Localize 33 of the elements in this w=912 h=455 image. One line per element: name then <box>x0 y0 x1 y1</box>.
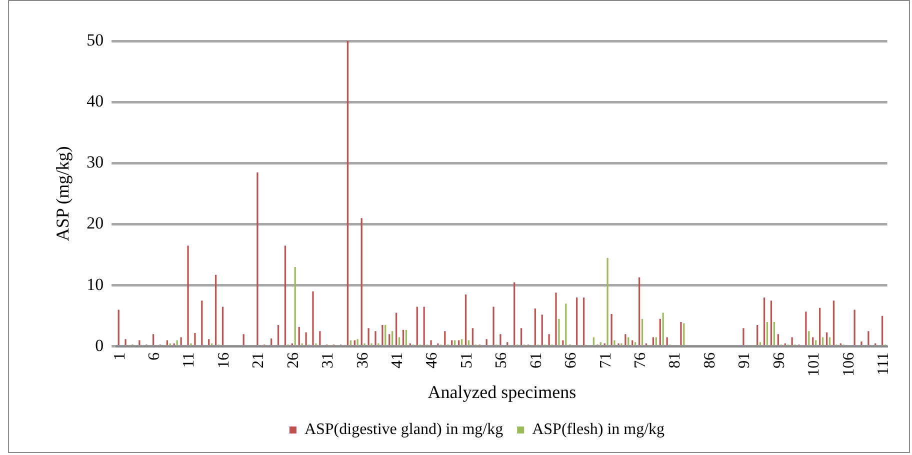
x-tick-label: 96 <box>770 352 788 368</box>
x-tick-label: 86 <box>701 352 718 368</box>
y-tick-label: 20 <box>86 214 104 233</box>
y-tick-label: 10 <box>86 274 104 294</box>
x-tick-label: 31 <box>320 352 337 368</box>
x-tick-label: 6 <box>146 352 163 360</box>
x-tick-label: 46 <box>424 352 441 368</box>
x-tick-label: 81 <box>666 352 684 368</box>
x-tick-label: 66 <box>562 352 580 368</box>
x-tick-label: 76 <box>632 352 649 368</box>
x-tick-label: 61 <box>528 352 545 368</box>
y-axis-title: ASP (mg/kg) <box>52 146 73 242</box>
y-tick-label: 30 <box>86 152 104 172</box>
x-tick-label: 51 <box>458 352 476 368</box>
x-tick-label: 101 <box>806 352 823 376</box>
x-axis-title: Analyzed specimens <box>428 382 576 402</box>
legend-label: ASP(flesh) in mg/kg <box>532 421 665 438</box>
x-tick-label: 71 <box>597 352 614 368</box>
y-tick-label: 0 <box>95 336 104 355</box>
x-tick-label: 16 <box>215 352 232 368</box>
x-tick-label: 91 <box>736 352 754 368</box>
legend-label: ASP(digestive gland) in mg/kg <box>304 421 504 438</box>
x-tick-label: 1 <box>111 352 128 360</box>
x-tick-label: 106 <box>840 352 858 376</box>
x-tick-label: 56 <box>493 352 510 368</box>
x-tick-label: 111 <box>874 352 892 376</box>
x-tick-label: 21 <box>250 352 268 368</box>
y-tick-label: 50 <box>86 30 104 50</box>
y-tick-label: 40 <box>86 92 104 111</box>
x-tick-label: 36 <box>354 352 372 368</box>
x-tick-label: 11 <box>180 352 198 368</box>
x-tick-label: 41 <box>388 352 406 368</box>
x-tick-label: 26 <box>284 352 302 368</box>
